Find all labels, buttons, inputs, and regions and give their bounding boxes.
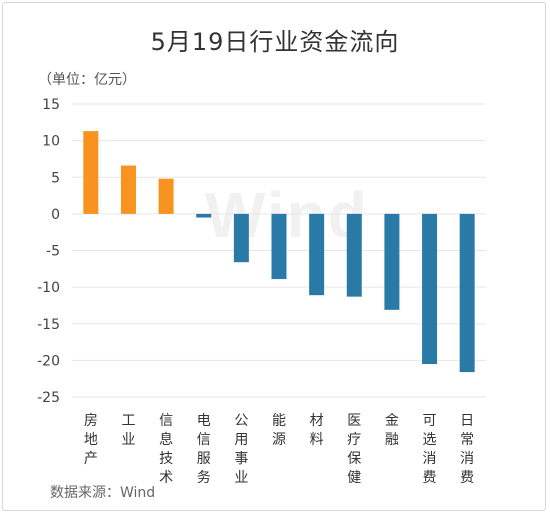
category-label: 日常消费 <box>460 413 474 486</box>
y-tick-label: -5 <box>46 244 60 260</box>
y-tick-label: 10 <box>42 134 60 150</box>
y-tick-label: 0 <box>51 207 60 223</box>
bar-7 <box>346 213 362 297</box>
bar-6 <box>309 213 325 296</box>
bar-1 <box>120 165 136 214</box>
y-tick-label: -25 <box>37 390 60 406</box>
bar-3 <box>196 213 212 218</box>
category-label: 金融 <box>385 413 399 448</box>
y-tick-label: -15 <box>37 317 60 333</box>
y-tick-label: 5 <box>51 170 60 186</box>
bar-4 <box>233 213 249 263</box>
chart-title: 5月19日行业资金流向 <box>150 28 400 56</box>
category-label: 医疗保健 <box>347 413 361 486</box>
category-label: 公用事业 <box>234 413 248 486</box>
category-label: 工业 <box>121 413 135 448</box>
category-label: 可选消费 <box>423 413 437 486</box>
bar-2 <box>158 178 174 214</box>
bar-10 <box>459 213 475 373</box>
category-label: 信息技术 <box>159 413 173 486</box>
bar-9 <box>422 213 438 365</box>
y-tick-label: 15 <box>42 97 60 113</box>
y-tick-label: -20 <box>37 353 60 369</box>
category-label: 材料 <box>310 413 324 448</box>
category-label: 房地产 <box>84 413 98 467</box>
category-label: 电信服务 <box>197 413 211 486</box>
category-label: 能源 <box>272 413 286 448</box>
y-tick-label: -10 <box>37 280 60 296</box>
bar-0 <box>83 131 99 214</box>
source-note: 数据来源：Wind <box>50 485 156 501</box>
unit-label: （单位：亿元） <box>38 72 136 88</box>
bar-5 <box>271 213 287 280</box>
bar-8 <box>384 213 400 310</box>
